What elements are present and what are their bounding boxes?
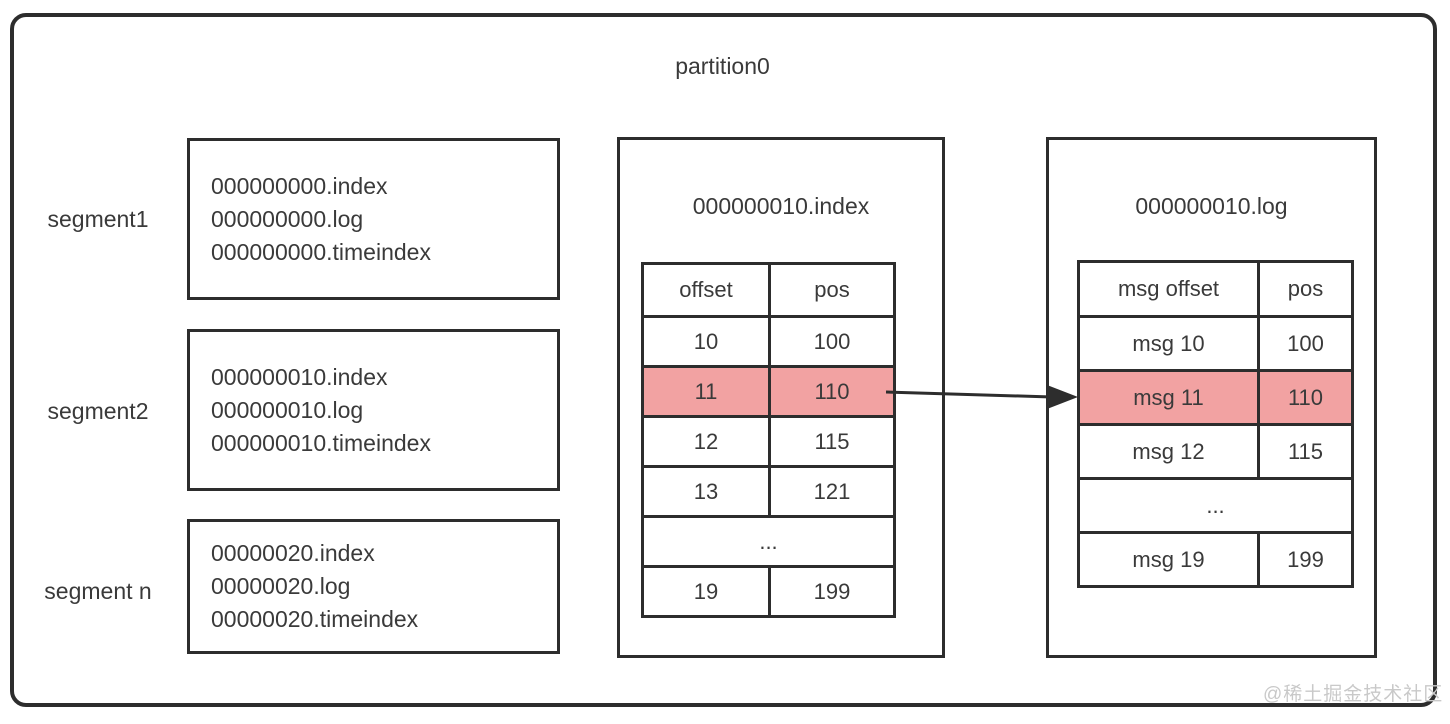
log-table-header-msg-offset: msg offset — [1077, 260, 1260, 318]
index-table-cell: 199 — [768, 565, 896, 618]
segment2-label: segment2 — [47, 398, 149, 424]
index-table-header-row: offset pos — [641, 262, 896, 318]
log-table-row: msg 19 199 — [1077, 531, 1354, 588]
index-table-cell: 100 — [768, 315, 896, 368]
file-name: 000000010.timeindex — [211, 429, 431, 456]
index-table-ellipsis-cell: ... — [641, 515, 896, 568]
log-table-cell: msg 19 — [1077, 531, 1260, 588]
log-table-row: msg 10 100 — [1077, 315, 1354, 372]
log-table-cell: 199 — [1257, 531, 1354, 588]
log-table-cell: 115 — [1257, 423, 1354, 480]
index-table-cell-highlighted: 110 — [768, 365, 896, 418]
log-table-ellipsis-cell: ... — [1077, 477, 1354, 534]
segment-n-label: segment n — [44, 578, 152, 604]
index-table-cell: 10 — [641, 315, 771, 368]
log-table-row: msg 12 115 — [1077, 423, 1354, 480]
log-table-header-pos: pos — [1257, 260, 1354, 318]
index-table-cell-highlighted: 11 — [641, 365, 771, 418]
file-name: 000000010.index — [211, 363, 388, 390]
file-name: 000000000.index — [211, 172, 388, 199]
log-file-title: 000000010.log — [1135, 193, 1288, 219]
index-table-row-highlighted: 11 110 — [641, 365, 896, 418]
index-table-row: 19 199 — [641, 565, 896, 618]
log-table: msg offset pos msg 10 100 msg 11 110 msg… — [1077, 260, 1354, 588]
index-table-header-offset: offset — [641, 262, 771, 318]
file-name: 00000020.index — [211, 540, 375, 566]
watermark: @稀土掘金技术社区 — [1263, 684, 1444, 705]
index-file-title: 000000010.index — [692, 193, 870, 219]
file-name: 000000000.timeindex — [211, 238, 431, 265]
index-table-cell: 115 — [768, 415, 896, 468]
index-table-row: 10 100 — [641, 315, 896, 368]
index-table-header-pos: pos — [768, 262, 896, 318]
log-table-cell: msg 10 — [1077, 315, 1260, 372]
log-table-row-highlighted: msg 11 110 — [1077, 369, 1354, 426]
log-table-ellipsis-row: ... — [1077, 477, 1354, 534]
index-table-row: 13 121 — [641, 465, 896, 518]
file-name: 000000000.log — [211, 205, 364, 232]
file-name: 00000020.log — [211, 573, 351, 599]
segment2-files-box: 000000010.index 000000010.log 000000010.… — [187, 329, 560, 491]
log-table-cell-highlighted: msg 11 — [1077, 369, 1260, 426]
lookup-arrow-icon — [886, 385, 1078, 409]
log-file-box: 000000010.log msg offset pos msg 10 100 … — [1046, 137, 1377, 658]
log-table-cell-highlighted: 110 — [1257, 369, 1354, 426]
log-table-cell: 100 — [1257, 315, 1354, 372]
index-table: offset pos 10 100 11 110 12 115 13 121 .… — [641, 262, 896, 618]
log-table-cell: msg 12 — [1077, 423, 1260, 480]
segment1-label: segment1 — [47, 206, 149, 232]
index-table-cell: 13 — [641, 465, 771, 518]
index-file-box: 000000010.index offset pos 10 100 11 110… — [617, 137, 945, 658]
index-table-row: 12 115 — [641, 415, 896, 468]
file-name: 00000020.timeindex — [211, 606, 419, 632]
partition-title: partition0 — [675, 53, 770, 79]
index-table-cell: 19 — [641, 565, 771, 618]
index-table-ellipsis-row: ... — [641, 515, 896, 568]
segment-n-files-box: 00000020.index 00000020.log 00000020.tim… — [187, 519, 560, 654]
log-table-header-row: msg offset pos — [1077, 260, 1354, 318]
segment1-files-box: 000000000.index 000000000.log 000000000.… — [187, 138, 560, 300]
index-table-cell: 12 — [641, 415, 771, 468]
file-name: 000000010.log — [211, 396, 364, 423]
index-table-cell: 121 — [768, 465, 896, 518]
